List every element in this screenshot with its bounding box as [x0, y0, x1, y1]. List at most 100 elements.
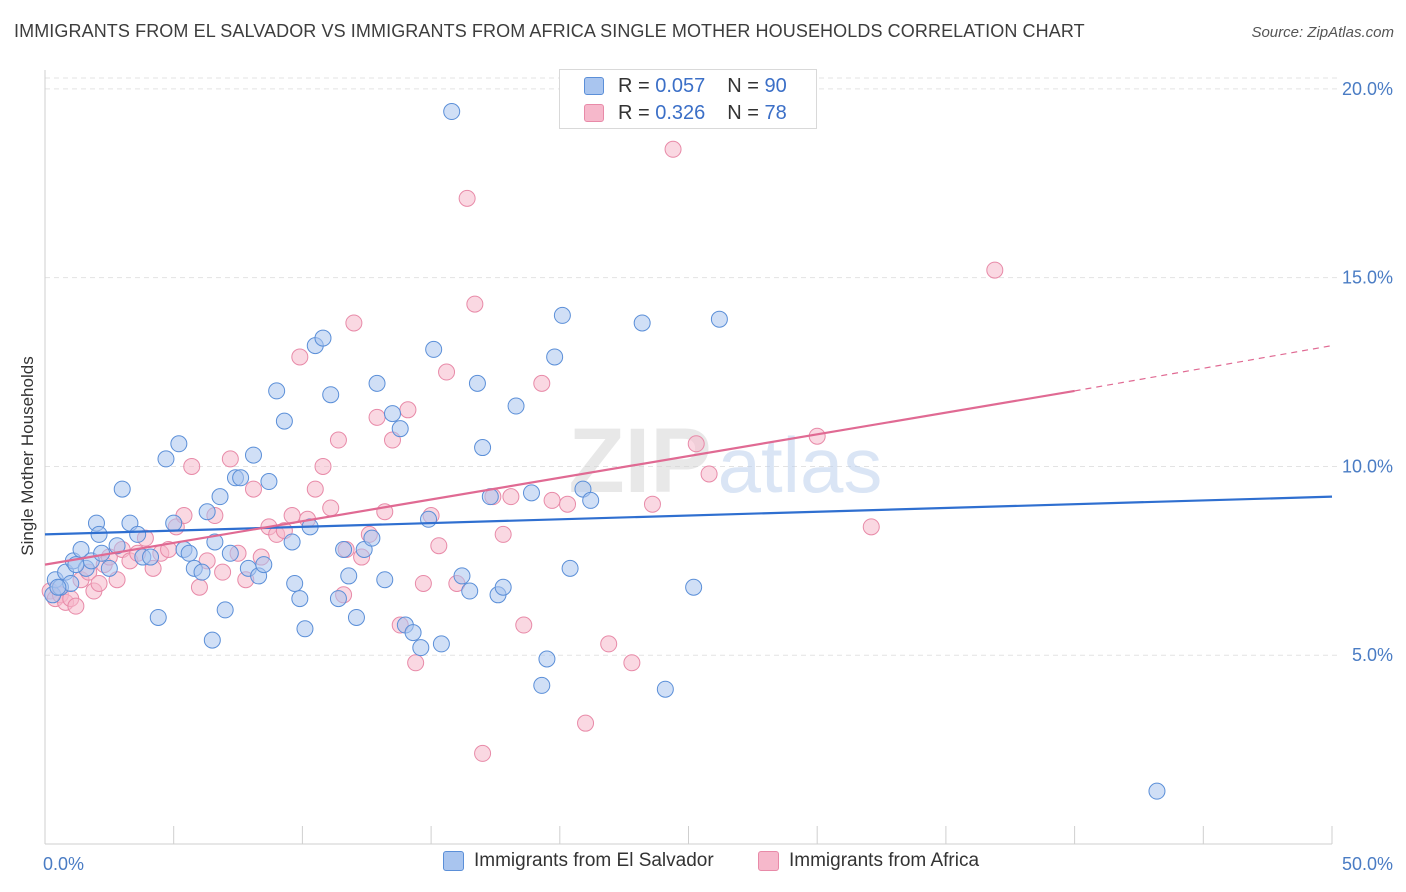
africa-point — [399, 401, 417, 419]
el-salvador-point — [296, 620, 314, 638]
el-salvador-point — [538, 650, 556, 668]
el-salvador-point — [165, 514, 183, 532]
el-salvador-point — [203, 631, 221, 649]
el-salvador-point — [149, 608, 167, 626]
n-value: 78 — [764, 101, 787, 124]
africa-point — [458, 189, 476, 207]
el-salvador-point — [90, 525, 108, 543]
el-salvador-point — [1148, 782, 1166, 800]
africa-point — [345, 314, 363, 332]
africa-point — [687, 435, 705, 453]
legend-row-africa: R = 0.326 N = 78 — [584, 100, 787, 126]
series-el-salvador-points — [44, 103, 1166, 800]
el-salvador-point — [522, 484, 540, 502]
el-salvador-point — [383, 405, 401, 423]
africa-point — [600, 635, 618, 653]
el-salvador-point — [582, 491, 600, 509]
r-value: 0.057 — [655, 74, 706, 97]
africa-point — [466, 295, 484, 313]
el-salvador-point — [453, 567, 471, 585]
el-salvador-point — [286, 574, 304, 592]
x-tick-label-max: 50.0% — [1342, 854, 1393, 874]
africa-point — [221, 450, 239, 468]
r-value: 0.326 — [655, 101, 706, 124]
africa-point — [190, 578, 208, 596]
x-tick-label-min: 0.0% — [43, 854, 84, 874]
el-salvador-point — [100, 559, 118, 577]
el-salvador-point — [656, 680, 674, 698]
el-salvador-point — [412, 639, 430, 657]
correlation-legend: R = 0.057 N = 90 R = 0.326 N = 78 — [559, 69, 817, 129]
africa-point — [322, 499, 340, 517]
africa-point — [183, 457, 201, 475]
africa-point — [368, 408, 386, 426]
africa-point — [543, 491, 561, 509]
africa-point — [306, 480, 324, 498]
africa-point — [559, 495, 577, 513]
africa-point — [407, 654, 425, 672]
africa-trendline-extension — [1074, 345, 1333, 392]
el-salvador-point — [376, 571, 394, 589]
africa-point — [862, 518, 880, 536]
africa-point — [986, 261, 1004, 279]
africa-point — [474, 744, 492, 762]
el-salvador-point — [180, 544, 198, 562]
el-salvador-point — [443, 103, 461, 121]
el-salvador-point — [494, 578, 512, 596]
africa-point — [494, 525, 512, 543]
legend-label-el-salvador: Immigrants from El Salvador — [474, 850, 714, 871]
y-tick-label: 10.0% — [1342, 456, 1393, 476]
el-salvador-point — [468, 374, 486, 392]
el-salvador-point — [553, 306, 571, 324]
el-salvador-point — [193, 563, 211, 581]
africa-point — [90, 574, 108, 592]
swatch-pink — [584, 104, 604, 122]
africa-point — [314, 457, 332, 475]
el-salvador-point — [268, 382, 286, 400]
africa-point — [643, 495, 661, 513]
swatch-blue — [584, 77, 604, 95]
el-salvador-point — [561, 559, 579, 577]
africa-point — [438, 363, 456, 381]
y-tick-label: 5.0% — [1352, 645, 1393, 665]
africa-point — [533, 374, 551, 392]
el-salvador-point — [129, 525, 147, 543]
n-value: 90 — [764, 74, 787, 97]
el-salvador-point — [211, 488, 229, 506]
africa-point — [502, 488, 520, 506]
el-salvador-point — [710, 310, 728, 328]
el-salvador-point — [232, 469, 250, 487]
n-label: N = — [727, 101, 759, 124]
legend-item-africa: Immigrants from Africa — [758, 850, 979, 872]
el-salvador-point — [49, 578, 67, 596]
r-label: R = — [618, 74, 650, 97]
el-salvador-point — [329, 590, 347, 608]
legend-row-el-salvador: R = 0.057 N = 90 — [584, 73, 787, 99]
el-salvador-point — [335, 541, 353, 559]
el-salvador-point — [255, 556, 273, 574]
el-salvador-point — [206, 533, 224, 551]
legend-label-africa: Immigrants from Africa — [789, 850, 980, 871]
y-tick-label: 15.0% — [1342, 268, 1393, 288]
africa-point — [67, 597, 85, 615]
el-salvador-point — [404, 624, 422, 642]
el-salvador-point — [291, 590, 309, 608]
legend-item-el-salvador: Immigrants from El Salvador — [443, 850, 714, 872]
africa-point — [414, 574, 432, 592]
el-salvador-point — [170, 435, 188, 453]
el-salvador-point — [322, 386, 340, 404]
el-salvador-point — [391, 420, 409, 438]
el-salvador-point — [244, 446, 262, 464]
el-salvador-point — [425, 340, 443, 358]
y-tick-label: 20.0% — [1342, 79, 1393, 99]
africa-point — [664, 140, 682, 158]
el-salvador-point — [363, 529, 381, 547]
el-salvador-point — [368, 374, 386, 392]
el-salvador-point — [461, 582, 479, 600]
africa-point — [700, 465, 718, 483]
series-legend: Immigrants from El Salvador Immigrants f… — [0, 850, 1406, 878]
axes — [44, 70, 1333, 845]
el-salvador-point — [314, 329, 332, 347]
r-label: R = — [618, 101, 650, 124]
